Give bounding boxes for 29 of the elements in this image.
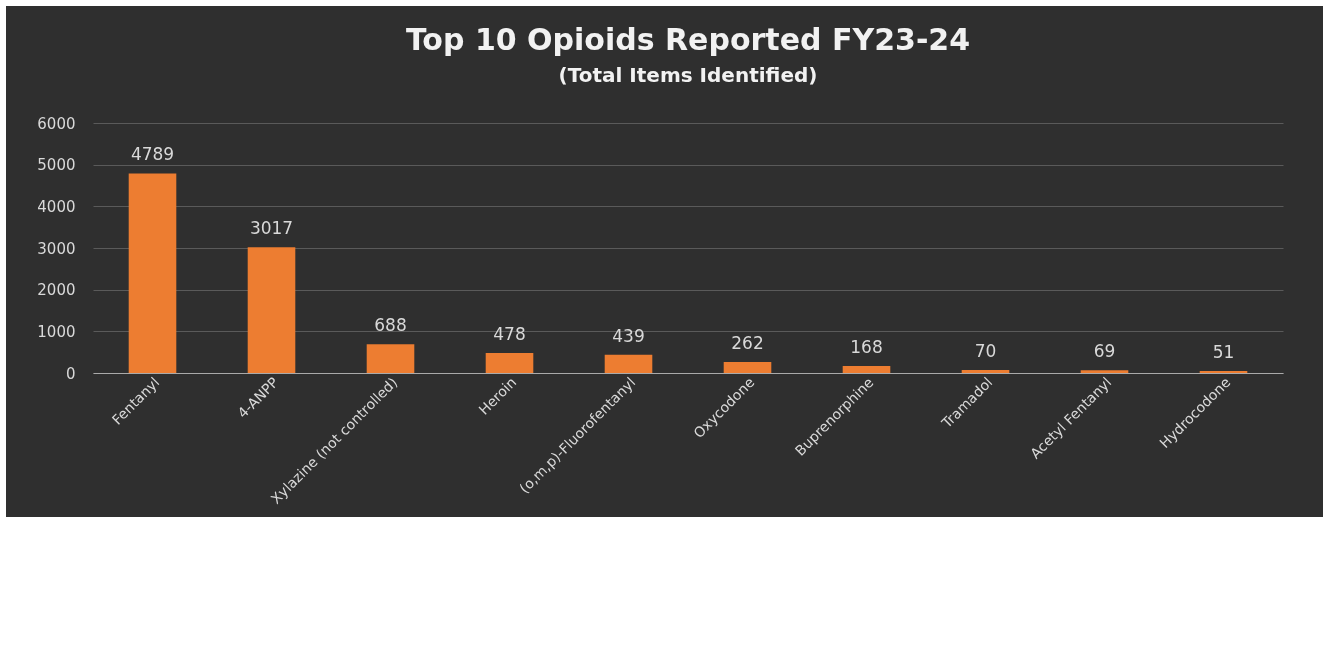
bar — [842, 366, 891, 373]
y-tick-label: 2000 — [37, 281, 76, 300]
data-label: 69 — [1093, 341, 1116, 362]
chart-subtitle: (Total Items Identified) — [558, 63, 818, 87]
y-tick-label: 3000 — [37, 239, 76, 258]
bar — [247, 247, 296, 373]
bar — [604, 354, 653, 373]
bar — [1199, 370, 1248, 373]
bar — [128, 173, 177, 373]
y-tick-label: 5000 — [37, 156, 76, 175]
bar — [366, 344, 415, 373]
y-tick-label: 4000 — [37, 197, 76, 216]
data-label: 478 — [493, 324, 526, 345]
bar — [485, 353, 534, 373]
chart-title: Top 10 Opioids Reported FY23-24 — [405, 22, 971, 57]
data-label: 439 — [612, 325, 645, 346]
bar — [1080, 370, 1129, 373]
data-label: 4789 — [130, 144, 175, 165]
data-label: 51 — [1212, 341, 1235, 362]
bar — [961, 370, 1010, 373]
data-label: 688 — [374, 315, 407, 336]
data-label: 262 — [731, 333, 764, 354]
data-label: 70 — [974, 341, 997, 362]
y-tick-label: 0 — [65, 364, 76, 383]
y-tick-label: 6000 — [37, 114, 76, 133]
data-label: 3017 — [249, 218, 294, 239]
data-label: 168 — [850, 337, 883, 357]
y-tick-label: 1000 — [37, 322, 76, 341]
bar — [723, 362, 772, 373]
